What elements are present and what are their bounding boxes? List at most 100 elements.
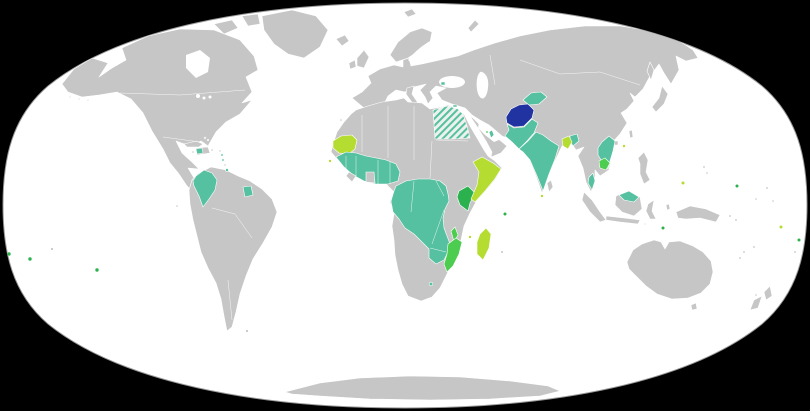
continent-south-america <box>188 166 278 332</box>
region-dominica <box>220 153 224 157</box>
island-sri-lanka <box>546 179 554 193</box>
island-falkland <box>245 329 249 333</box>
island-bali <box>643 222 647 226</box>
island-sumatra <box>581 191 607 223</box>
island-antilles-gray <box>218 149 222 153</box>
island-iceland <box>335 34 350 47</box>
island-new-zealand-north <box>763 285 773 301</box>
region-st-vincent <box>221 158 225 162</box>
peninsula-scandinavia <box>389 27 433 63</box>
island-svalbard <box>403 8 417 18</box>
island-greenland <box>261 9 329 59</box>
island-vanuatu <box>742 250 746 254</box>
region-niue <box>27 256 33 262</box>
hudson-bay <box>186 50 210 78</box>
island-cuba <box>183 140 204 148</box>
region-pakistan <box>504 118 539 150</box>
region-armenia <box>440 81 446 86</box>
region-kenya <box>456 185 476 212</box>
island-halmahera <box>665 203 671 211</box>
region-malaysia-peninsula <box>587 172 596 191</box>
region-cyprus <box>452 104 458 108</box>
black-sea <box>439 76 465 88</box>
islands-canadian-arctic <box>213 19 239 35</box>
island-bahamas <box>203 136 207 140</box>
region-malaysia-borneo <box>618 190 640 203</box>
region-india <box>518 131 560 192</box>
island-sakhalin <box>646 61 655 81</box>
region-haiti <box>195 147 204 155</box>
continent-antarctica <box>284 375 561 401</box>
inland-seas <box>186 40 499 142</box>
islands-canadian-arctic-2 <box>241 13 261 27</box>
country-borders <box>119 54 641 321</box>
region-maldives <box>540 194 544 198</box>
region-mauritania <box>332 134 358 155</box>
region-micronesia <box>734 183 740 189</box>
island-ireland <box>348 59 357 70</box>
island-aleutian-1 <box>68 95 72 99</box>
region-macau <box>622 144 626 148</box>
great-lake-3 <box>208 95 212 99</box>
region-timor-leste <box>660 225 666 231</box>
island-mauritius <box>500 250 504 254</box>
region-fiji <box>796 237 802 243</box>
caspian-sea <box>476 71 489 99</box>
island-sulawesi <box>645 199 657 220</box>
region-bahrain <box>485 130 489 134</box>
region-liberia-gray <box>345 171 357 183</box>
great-lake-1 <box>196 94 200 98</box>
region-tuvalu <box>778 224 784 230</box>
island-new-guinea <box>675 205 721 223</box>
island-great-britain <box>356 49 370 69</box>
region-malawi <box>450 226 459 243</box>
island-kiribati <box>771 199 775 203</box>
region-west-africa-belt <box>335 151 401 185</box>
region-tajikistan <box>522 91 548 106</box>
island-aleutian-2 <box>77 97 81 101</box>
island-puerto-rico <box>210 148 214 152</box>
island-novaya-zemlya <box>467 19 480 33</box>
region-qatar <box>488 129 495 139</box>
island-taiwan <box>628 129 634 139</box>
region-comoros <box>468 235 472 239</box>
island-galapagos <box>175 204 179 208</box>
region-suriname <box>242 185 254 198</box>
islands-philippines <box>637 151 651 185</box>
island-norfolk <box>754 293 758 297</box>
island-tasmania <box>690 302 698 311</box>
great-lake-2 <box>202 96 206 100</box>
region-lesotho <box>428 281 434 287</box>
region-bangladesh <box>561 135 573 150</box>
region-palau <box>680 180 686 186</box>
island-solomon-2 <box>734 218 738 222</box>
island-bahamas-2 <box>206 138 210 142</box>
island-marshall <box>765 186 769 190</box>
region-trinidad <box>225 168 229 172</box>
baltic-sea <box>408 40 435 64</box>
region-ghana-gray <box>365 171 376 184</box>
region-cape-verde <box>328 159 332 163</box>
island-american-samoa <box>50 247 54 251</box>
island-guam <box>702 165 706 169</box>
island-solomon-1 <box>728 214 732 218</box>
region-afghanistan <box>505 103 535 128</box>
islands-japan <box>651 85 669 113</box>
colored-regions <box>6 81 802 287</box>
region-somalia <box>470 156 502 203</box>
island-aleutian-3 <box>86 98 90 102</box>
island-pacific-gray-1 <box>752 245 756 249</box>
region-cambodia <box>598 157 611 171</box>
region-madagascar <box>476 227 492 261</box>
island-java <box>605 215 641 225</box>
island-new-zealand-south <box>749 295 763 311</box>
region-seychelles <box>502 211 508 217</box>
island-nauru <box>754 197 758 201</box>
region-colombia <box>192 169 218 208</box>
island-canary <box>339 118 343 122</box>
island-jamaica <box>191 150 195 154</box>
region-egypt <box>432 105 471 140</box>
region-cook-islands <box>94 267 100 273</box>
continent-australia <box>626 239 714 300</box>
